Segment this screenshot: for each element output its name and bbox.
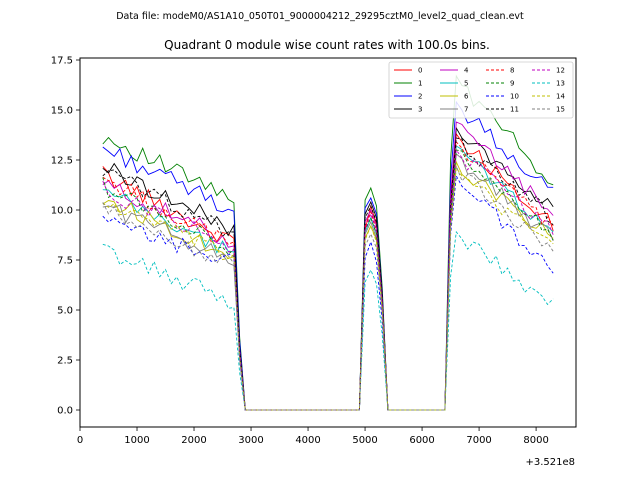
legend-label-9: 9 — [510, 80, 514, 88]
legend-label-0: 0 — [418, 67, 422, 75]
legend-label-12: 12 — [556, 67, 565, 75]
x-tick-label: 6000 — [409, 435, 434, 446]
legend-label-2: 2 — [418, 93, 422, 101]
x-tick-label: 3000 — [238, 435, 263, 446]
y-tick-label: 5.0 — [57, 306, 73, 317]
y-tick-label: 10.0 — [51, 206, 73, 217]
series-line-11 — [102, 137, 554, 411]
legend-label-3: 3 — [418, 106, 422, 114]
legend-label-1: 1 — [418, 80, 422, 88]
legend-label-5: 5 — [464, 80, 468, 88]
x-tick-label: 4000 — [295, 435, 320, 446]
x-tick-label: 0 — [77, 435, 83, 446]
legend-label-14: 14 — [556, 93, 565, 101]
legend-label-15: 15 — [556, 106, 565, 114]
y-tick-label: 7.5 — [57, 256, 73, 267]
x-tick-label: 8000 — [523, 435, 548, 446]
y-tick-label: 2.5 — [57, 356, 73, 367]
plot-area — [80, 58, 576, 427]
legend-label-4: 4 — [464, 67, 469, 75]
legend-label-8: 8 — [510, 67, 514, 75]
chart-suptitle: Data file: modeM0/AS1A10_050T01_90000042… — [116, 11, 524, 22]
legend-label-13: 13 — [556, 80, 565, 88]
series-layer — [102, 74, 554, 411]
axes-frame — [79, 57, 577, 428]
y-tick-label: 17.5 — [51, 56, 73, 67]
y-axis: 0.0 2.5 5.0 7.5 10.0 12.5 15.0 17.5 — [51, 56, 80, 417]
legend-box — [388, 61, 574, 119]
legend-label-11: 11 — [510, 106, 519, 114]
legend-label-6: 6 — [464, 93, 469, 101]
y-tick-label: 15.0 — [51, 106, 73, 117]
x-tick-label: 2000 — [181, 435, 206, 446]
x-tick-label: 7000 — [466, 435, 491, 446]
x-axis: 0 1000 2000 3000 4000 5000 6000 7000 8000 — [77, 427, 549, 446]
y-tick-label: 0.0 — [57, 406, 73, 417]
x-offset-text: +3.521e8 — [525, 457, 575, 468]
y-tick-label: 12.5 — [51, 156, 73, 167]
legend-label-7: 7 — [464, 106, 468, 114]
legend-label-10: 10 — [510, 93, 519, 101]
x-tick-label: 5000 — [352, 435, 377, 446]
x-tick-label: 1000 — [124, 435, 149, 446]
series-line-15 — [102, 165, 554, 411]
chart-title: Quadrant 0 module wise count rates with … — [164, 38, 490, 52]
